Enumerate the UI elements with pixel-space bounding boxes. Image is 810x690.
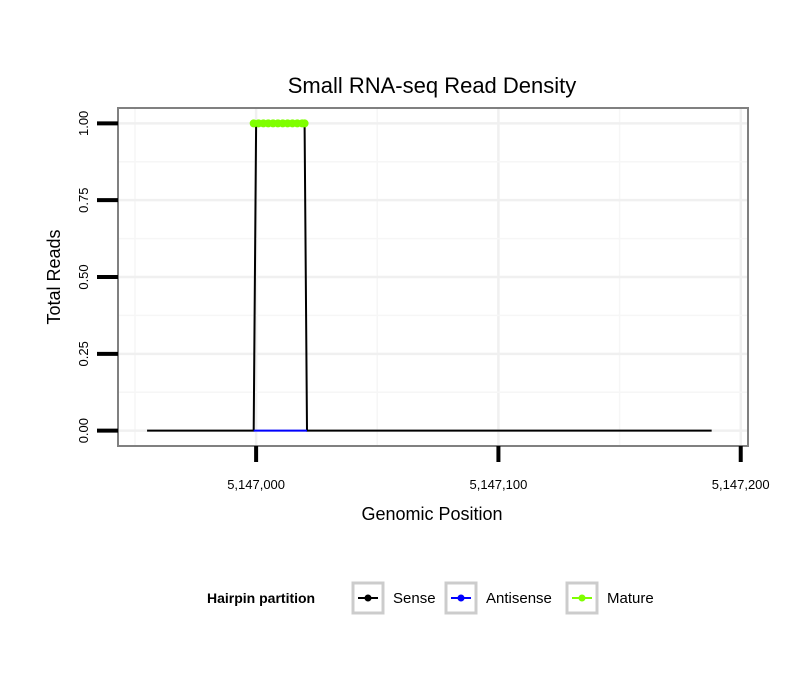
x-tick-label: 5,147,100 [470,477,528,492]
axis-ticks: 5,147,000 5,147,100 5,147,200 0.00 0.25 0.50 0… [76,111,770,492]
legend-key-point-mature [578,594,586,602]
y-tick-label: 0.00 [76,418,91,443]
legend-label-sense: Sense [393,590,436,607]
y-tick-label: 1.00 [76,111,91,136]
legend-key-point-sense [364,594,372,602]
y-tick-label: 0.50 [76,264,91,289]
series-lines [147,119,712,432]
gridlines [118,108,748,446]
x-axis-title: Genomic Position [361,504,502,524]
y-axis-title: Total Reads [44,229,64,324]
data-point-mature [300,119,309,128]
x-tick-label: 5,147,000 [227,477,285,492]
y-tick-label: 0.25 [76,341,91,366]
legend: Hairpin partition Sense Antisense Mature [207,581,654,615]
chart-title: Small RNA-seq Read Density [288,73,577,98]
y-tick-label: 0.75 [76,188,91,213]
legend-label-mature: Mature [607,590,654,607]
legend-title: Hairpin partition [207,590,315,606]
x-tick-label: 5,147,200 [712,477,770,492]
legend-key-point-antisense [457,594,465,602]
legend-label-antisense: Antisense [486,590,552,607]
